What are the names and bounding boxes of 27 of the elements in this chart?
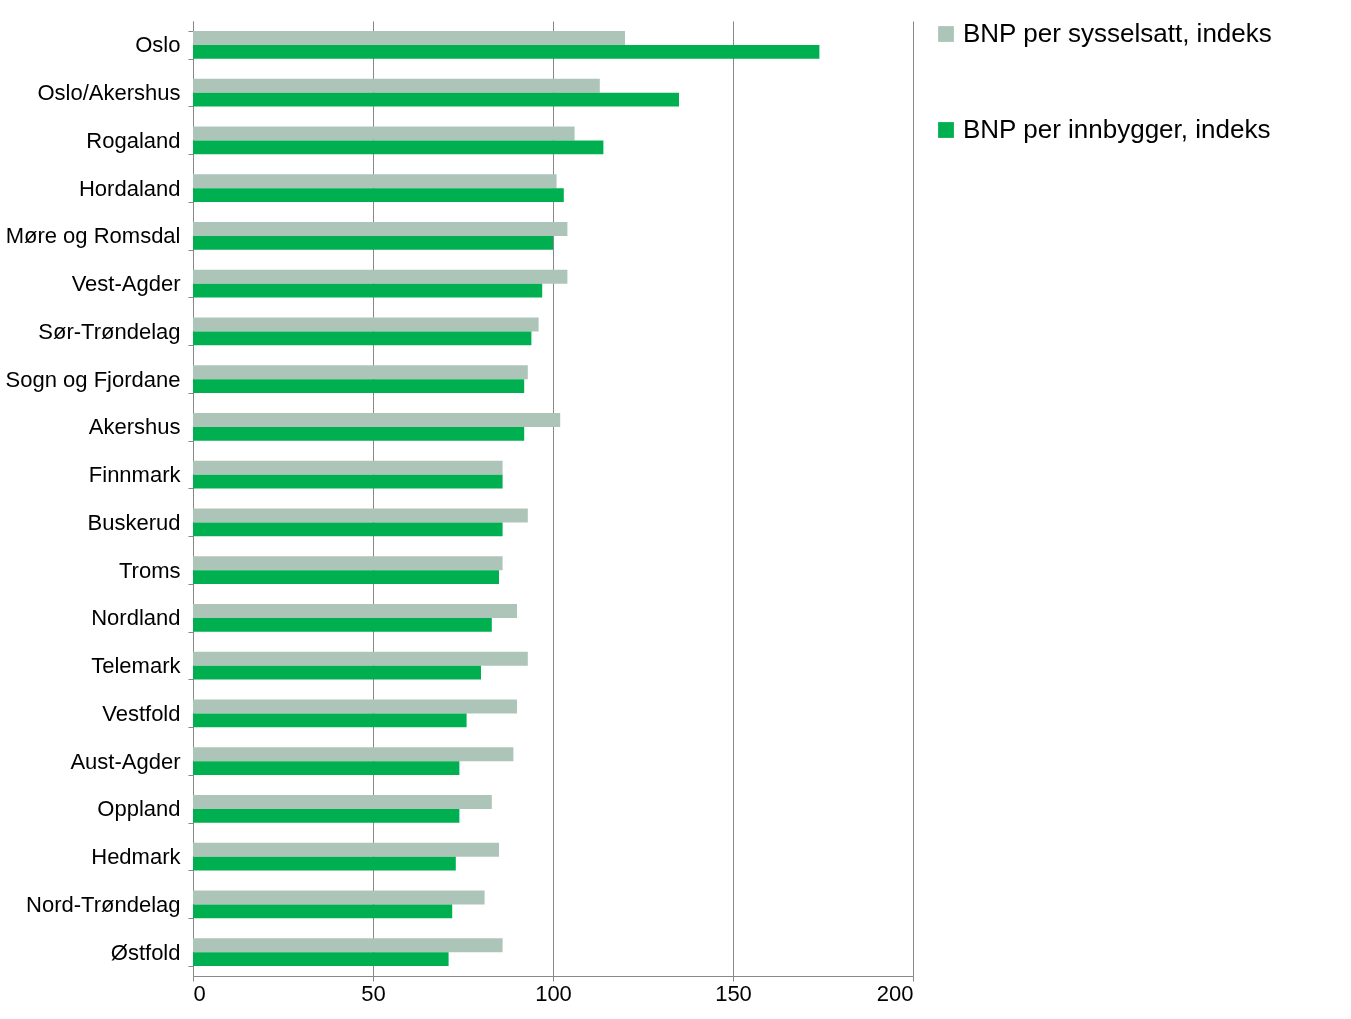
y-tick-label: Finnmark	[88, 462, 182, 488]
y-tick-label: Oslo	[135, 32, 181, 58]
y-tick-label: Troms	[118, 557, 181, 583]
legend-label: BNP per sysselsatt, indeks	[963, 18, 1272, 48]
y-tick-label: Vest-Agder	[71, 271, 181, 297]
y-tick-label: Sør-Trøndelag	[38, 318, 181, 344]
y-tick-label: Oslo/Akershus	[37, 80, 181, 106]
x-tick-label: 50	[361, 980, 386, 1006]
x-tick-label: 200	[876, 980, 914, 1006]
legend-label: BNP per innbygger, indeks	[963, 114, 1271, 144]
x-tick-label: 150	[715, 980, 752, 1006]
y-tick-label: Sogn og Fjordane	[5, 366, 181, 392]
y-tick-label: Telemark	[91, 653, 182, 679]
y-tick-label: Oppland	[97, 796, 181, 822]
y-tick-label: Nordland	[91, 605, 181, 631]
y-tick-label: Hedmark	[91, 844, 182, 870]
y-tick-label: Østfold	[110, 939, 181, 965]
x-tick-label: 100	[535, 980, 572, 1006]
y-tick-label: Møre og Romsdal	[5, 223, 181, 249]
y-tick-label: Nord-Trøndelag	[26, 891, 181, 917]
y-tick-label: Buskerud	[87, 509, 181, 535]
y-tick-label: Aust-Agder	[70, 748, 181, 774]
y-tick-label: Vestfold	[102, 700, 181, 726]
y-tick-label: Akershus	[88, 414, 181, 440]
x-tick-label: 0	[193, 980, 206, 1006]
y-tick-label: Rogaland	[86, 127, 181, 153]
y-tick-label: Hordaland	[78, 175, 181, 201]
